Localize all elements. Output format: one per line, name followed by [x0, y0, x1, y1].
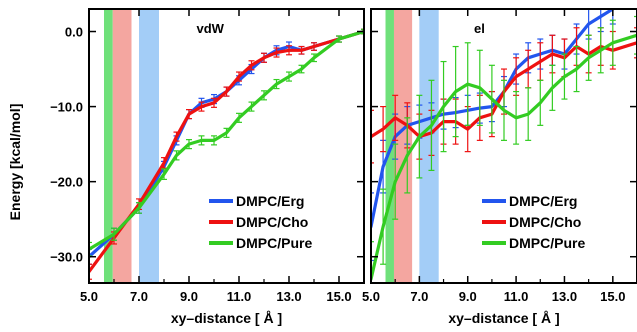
shaded-band-1: [104, 9, 113, 283]
series-line: [89, 29, 364, 274]
error-bar: [634, 15, 637, 55]
legend-label: DMPC/Erg: [509, 193, 577, 209]
legend-label: DMPC/Cho: [236, 214, 308, 230]
x-tick-label: 11.0: [504, 289, 529, 304]
error-bar: [371, 192, 374, 262]
y-tick-label: 0.0: [65, 25, 83, 40]
series-dmpc-pure: [371, 15, 637, 283]
series-line: [371, 33, 637, 281]
y-tick-label: −10.0: [50, 100, 83, 115]
y-tick-label: −30.0: [50, 250, 83, 265]
shaded-band-2: [112, 9, 132, 283]
plot-area: [89, 9, 364, 283]
x-tick-label: 5.0: [362, 289, 380, 304]
plot-frame: [88, 8, 365, 284]
error-bar: [371, 109, 374, 164]
x-tick-label: 15.0: [600, 289, 625, 304]
x-tick-label: 7.0: [410, 289, 428, 304]
error-bar: [89, 263, 92, 280]
x-tick-label: 13.0: [276, 289, 301, 304]
panel-title: vdW: [197, 21, 225, 36]
x-tick-label: 15.0: [326, 289, 351, 304]
error-bar: [361, 28, 364, 35]
shaded-band-2: [393, 9, 413, 283]
x-tick-label: 5.0: [80, 289, 98, 304]
legend-label: DMPC/Pure: [236, 235, 312, 251]
legend-label: DMPC/Cho: [509, 214, 581, 230]
x-tick-label: 9.0: [459, 289, 477, 304]
y-axis-label: Energy [kcal/mol]: [7, 104, 23, 221]
series-dmpc-pure: [89, 28, 364, 257]
x-axis-label: xy–distance [ Å ]: [448, 310, 559, 326]
vdw-panel: 5.0 7.0 9.0 11.0 13.0 15.0 0.0 −10.0 −20.0 −30.0 v…: [50, 8, 365, 326]
error-bar: [89, 241, 92, 257]
x-tick-label: 9.0: [180, 289, 198, 304]
x-tick-label: 13.0: [552, 289, 577, 304]
x-axis-label: xy–distance [ Å ]: [171, 310, 282, 326]
plot-area: [371, 9, 637, 283]
shaded-band-3: [139, 9, 159, 283]
legend: DMPC/Erg DMPC/Cho DMPC/Pure: [482, 193, 585, 251]
error-bar: [634, 27, 637, 59]
shaded-band-3: [419, 9, 439, 283]
legend-label: DMPC/Erg: [236, 193, 304, 209]
error-bar: [371, 241, 374, 283]
y-tick-label: −20.0: [50, 175, 83, 190]
series-line: [89, 29, 364, 251]
legend-label: DMPC/Pure: [509, 235, 585, 251]
panel-title: el: [474, 21, 485, 36]
el-panel: 5.0 7.0 9.0 11.0 13.0 15.0 el xy–distance [ Å ]…: [362, 8, 637, 326]
legend: DMPC/Erg DMPC/Cho DMPC/Pure: [209, 193, 312, 251]
x-tick-label: 7.0: [130, 289, 148, 304]
x-tick-label: 11.0: [227, 289, 252, 304]
plot-frame: [370, 8, 637, 284]
